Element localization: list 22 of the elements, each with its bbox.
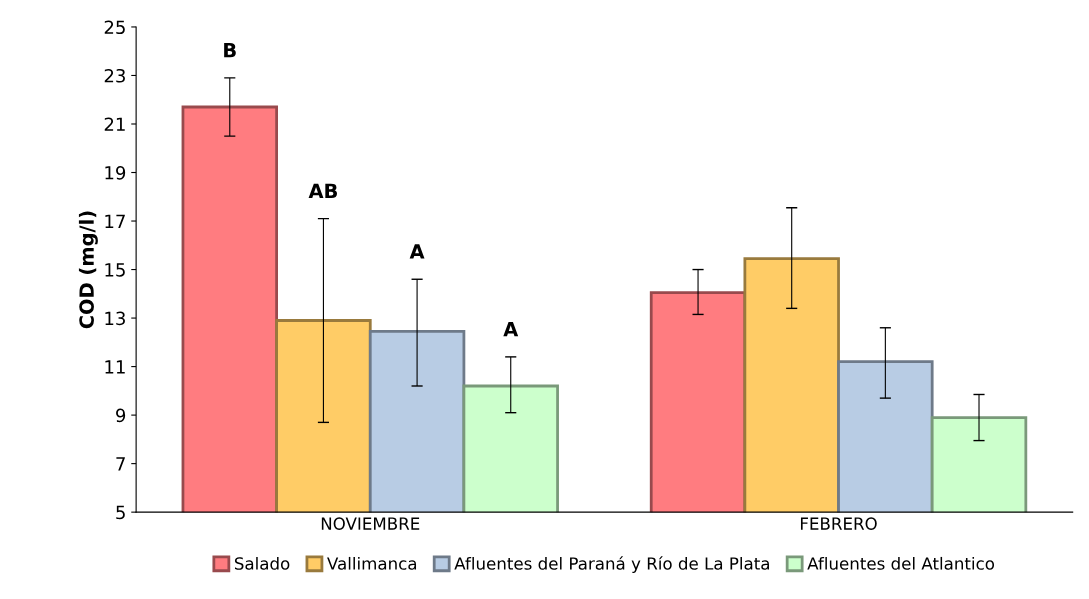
- y-axis-title: COD (mg/l): [78, 211, 98, 329]
- x-tick-label: FEBRERO: [800, 517, 877, 530]
- y-tick-label: 21: [104, 117, 125, 131]
- y-tick-label: 17: [105, 214, 125, 228]
- legend-label: Vallimanca: [327, 556, 417, 570]
- y-tick-label: 23: [104, 68, 125, 83]
- annotation: AB: [308, 183, 337, 198]
- legend-label: Afluentes del Atlantico: [807, 556, 995, 570]
- y-tick-label: 19: [105, 165, 126, 180]
- y-tick-label: 9: [116, 408, 126, 423]
- x-tick-label: NOVIEMBRE: [321, 517, 420, 530]
- y-tick-label: 15: [105, 263, 125, 277]
- y-tick-label: 13: [105, 311, 125, 326]
- annotation: A: [503, 322, 519, 337]
- y-tick-label: 11: [105, 360, 125, 374]
- annotation: B: [224, 43, 236, 58]
- legend-label: Salado: [234, 556, 290, 570]
- y-tick-label: 5: [116, 505, 125, 520]
- annotation: A: [409, 244, 425, 259]
- y-tick-label: 25: [104, 20, 125, 35]
- legend-label: Afluentes del Paraná y Río de La Plata: [454, 556, 769, 574]
- y-tick-label: 7: [116, 457, 125, 471]
